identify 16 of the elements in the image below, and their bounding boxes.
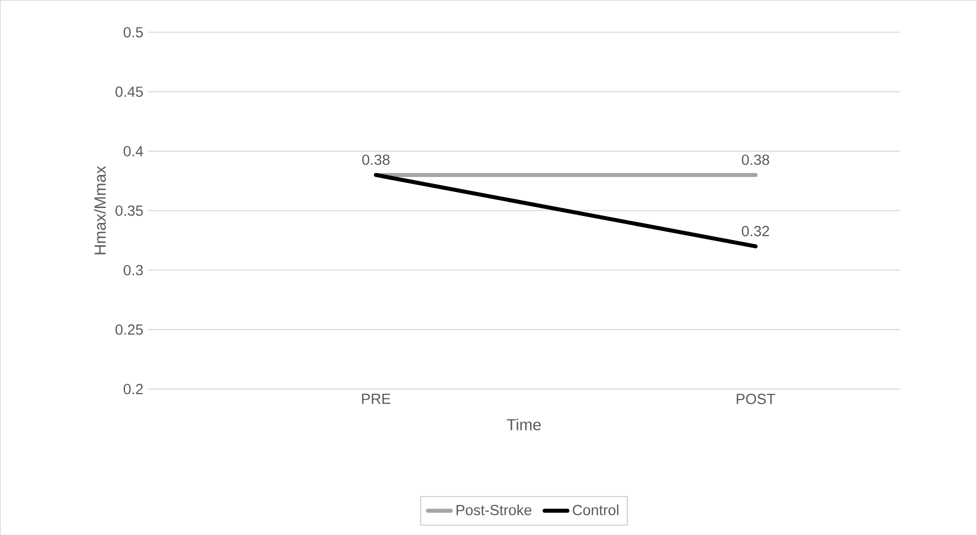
y-tick-label: 0.45: [116, 86, 143, 97]
y-tick-label: 0.2: [124, 384, 143, 394]
legend-label: Post-Stroke: [456, 504, 532, 516]
data-label: 0.32: [742, 226, 770, 236]
y-tick-label: 0.35: [116, 205, 143, 216]
x-tick-label: PRE: [362, 394, 390, 404]
y-tick-label: 0.25: [116, 324, 143, 335]
data-label: 0.38: [362, 154, 390, 165]
y-tick-label: 0.3: [124, 264, 143, 276]
x-axis-title: Time: [506, 418, 541, 430]
y-tick-label: 0.5: [124, 26, 143, 38]
legend-label: Control: [572, 504, 618, 516]
y-axis-title: Hmax/Mmax: [94, 166, 106, 254]
y-tick-label: 0.4: [124, 146, 144, 156]
x-tick-label: POST: [736, 394, 776, 404]
data-label: 0.38: [742, 154, 770, 165]
